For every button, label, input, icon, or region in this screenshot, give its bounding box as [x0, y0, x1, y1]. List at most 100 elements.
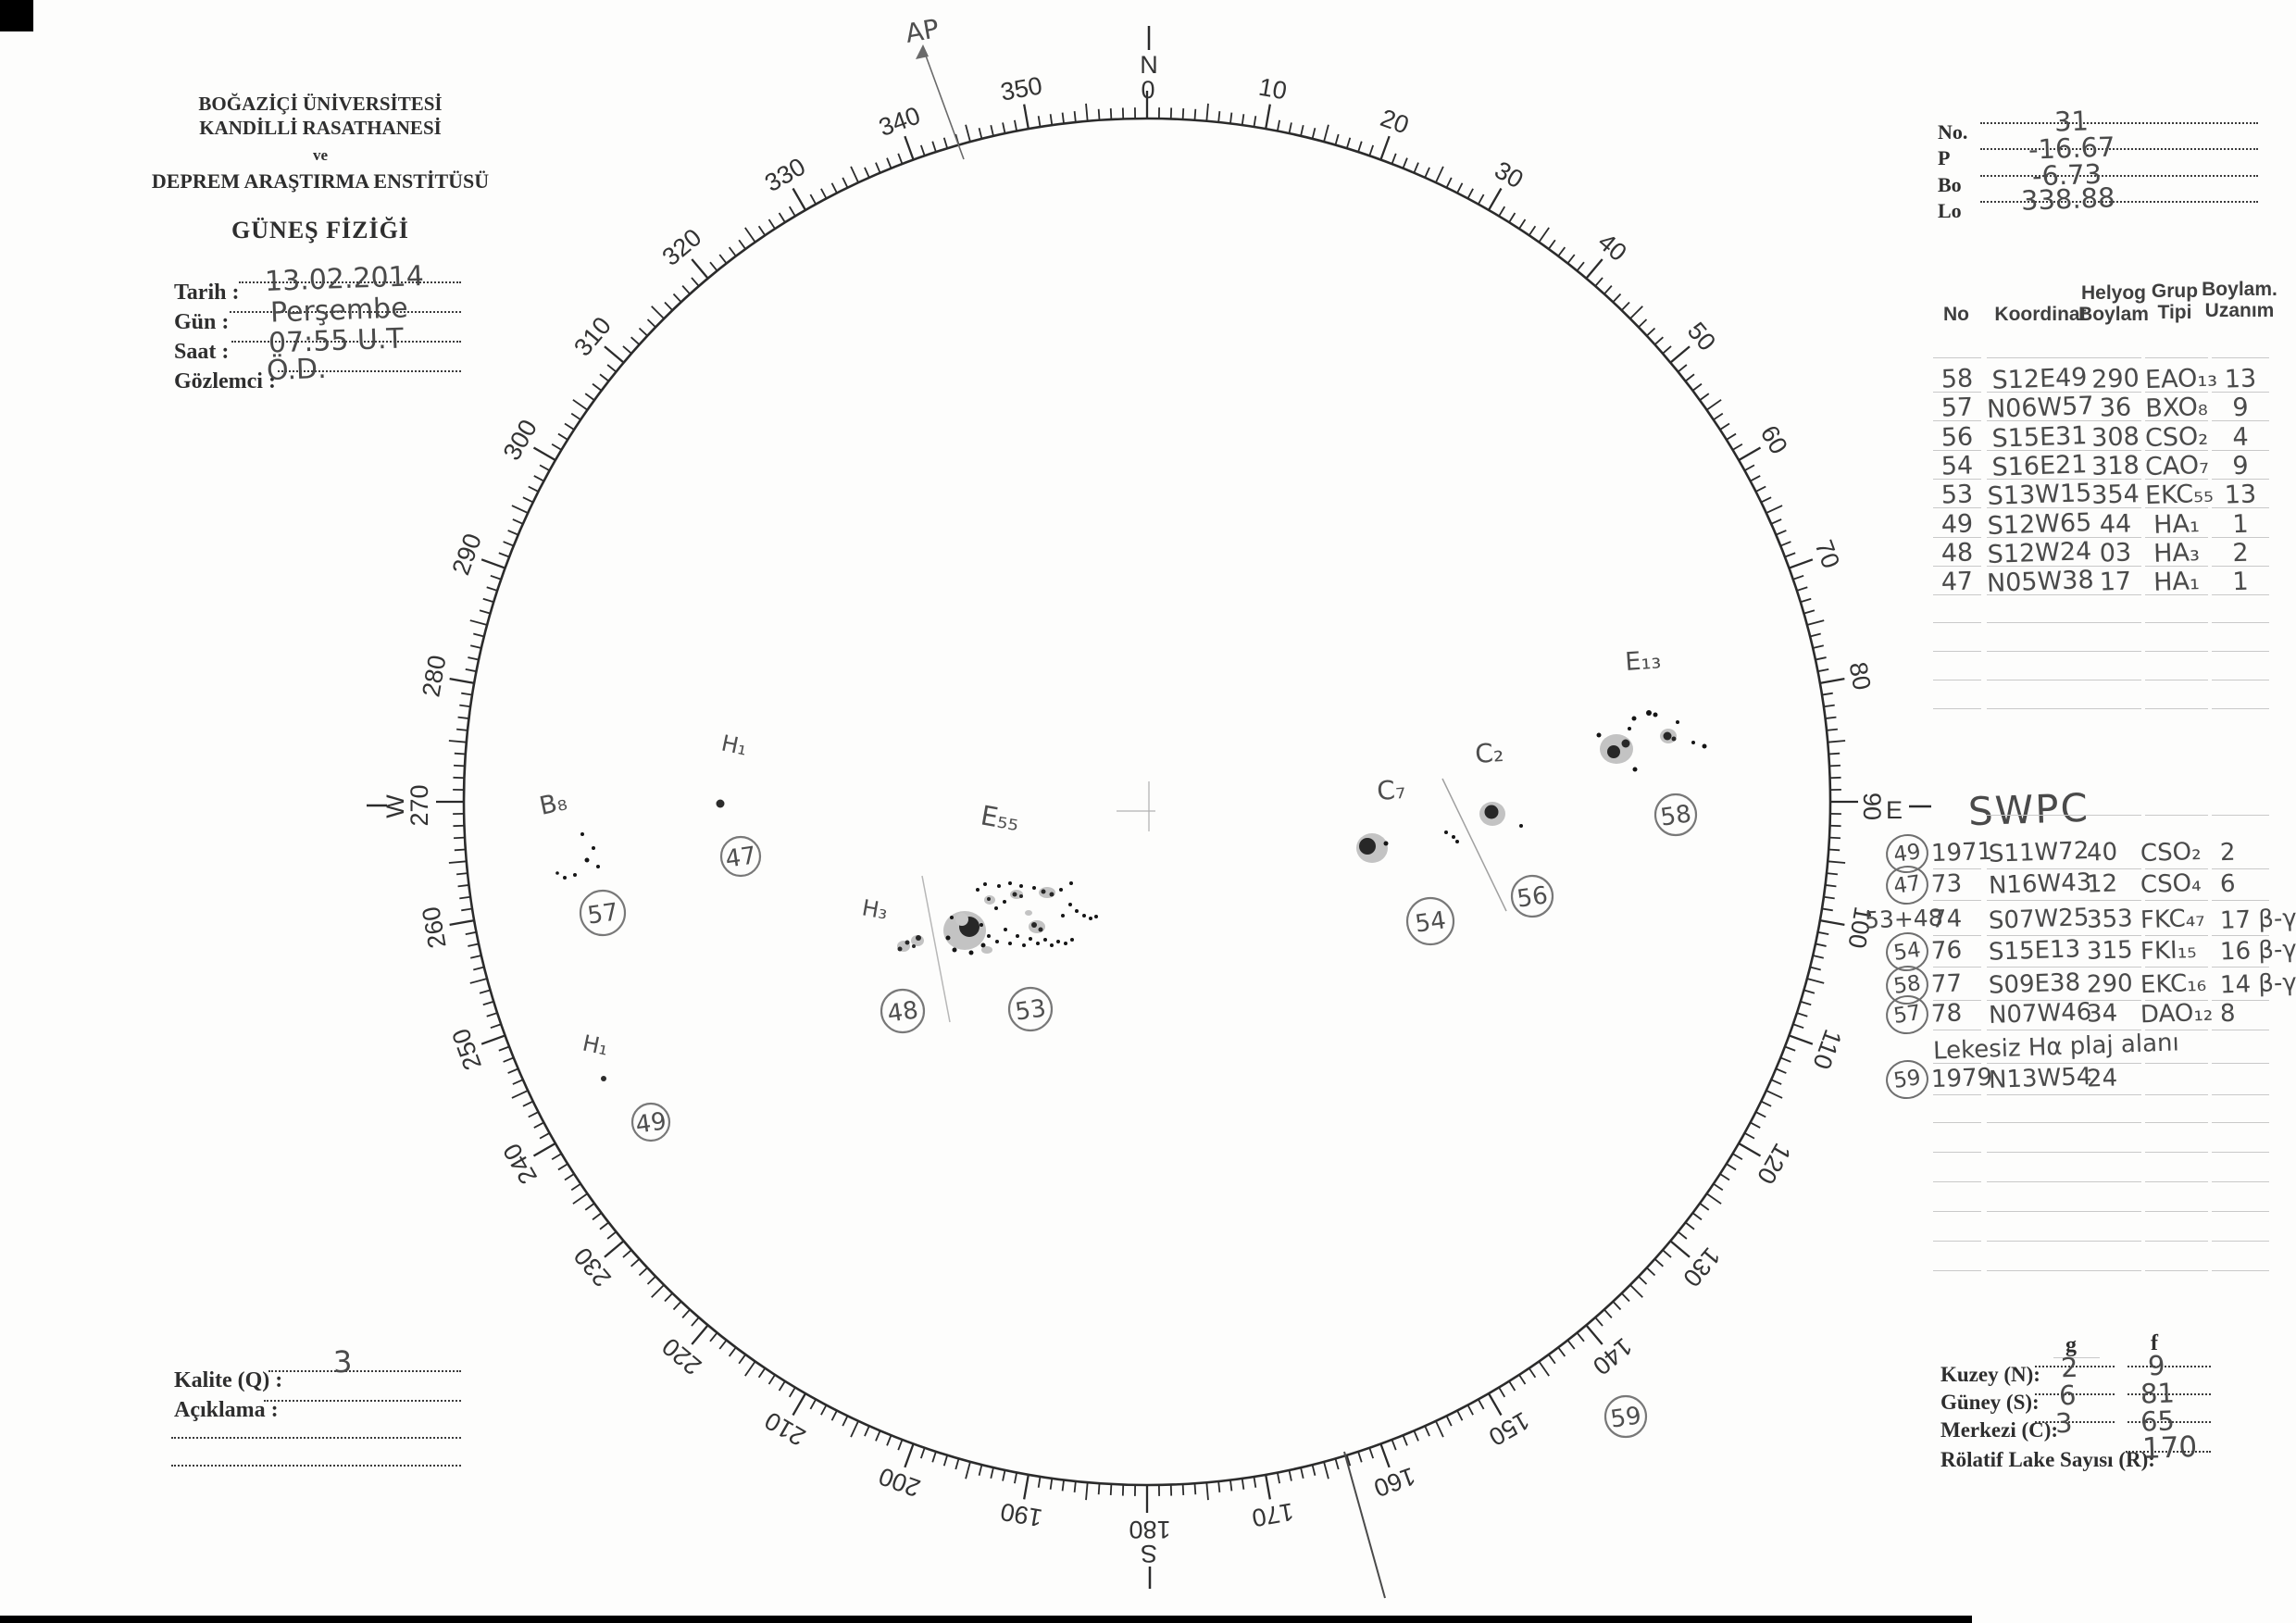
dial-tick [1205, 103, 1209, 121]
swpc-ext: 14 β-γ [2219, 968, 2296, 1000]
group-cell: 48 [1940, 538, 1974, 568]
group-cell: 9 [2231, 451, 2250, 481]
relative-count-value: 170 [2141, 1429, 2198, 1467]
sunspot-dot [1628, 727, 1631, 730]
group-number-circle [1603, 1394, 1648, 1439]
dial-degree-label: 60 [1755, 421, 1793, 459]
swpc-title: SWPC [1967, 784, 2090, 835]
table-rule [2145, 708, 2208, 709]
dial-degree-label: 310 [568, 312, 617, 362]
group-table-header: Boylam [2078, 304, 2149, 325]
group-type-label: E₁₃ [1624, 645, 1662, 677]
dial-tick [757, 1367, 767, 1379]
dial-tick [830, 1410, 838, 1421]
stats-dots-f [2128, 1421, 2211, 1423]
table-rule [1987, 420, 2092, 422]
table-rule [2090, 1241, 2141, 1242]
relative-count-dots [2126, 1451, 2211, 1453]
sunspot-dot [968, 950, 974, 955]
dial-tick [1085, 1482, 1089, 1501]
dial-tick [1300, 1467, 1304, 1479]
group-cell: 36 [2099, 393, 2132, 423]
dial-tick [1037, 116, 1042, 128]
time-dots [231, 341, 461, 343]
group-cell: 17 [2099, 567, 2132, 597]
sunspot-dot [994, 906, 998, 910]
page-title: GÜNEŞ FİZİĞİ [231, 217, 409, 243]
dial-tick [479, 609, 491, 615]
dial-tick [1478, 1399, 1485, 1410]
dial-tick [1276, 119, 1280, 131]
dial-tick [1815, 943, 1827, 947]
dial-degree-label: 190 [998, 1497, 1044, 1531]
dial-tick [459, 895, 471, 900]
group-table-header: Tipi [2157, 302, 2192, 323]
sunspot-dot [1016, 934, 1019, 938]
table-rule [1987, 815, 2092, 816]
table-rule [2145, 1122, 2208, 1123]
swpc-helyog: 40 [2086, 838, 2118, 868]
sunspot-umbra [1484, 805, 1499, 819]
group-cell: 13 [2224, 364, 2257, 394]
group-table-header: Helyog [2080, 282, 2146, 304]
table-rule [2212, 1181, 2269, 1182]
dial-tick [1621, 1292, 1630, 1303]
dial-tick [1612, 1301, 1622, 1311]
dial-tick [886, 1434, 892, 1446]
table-rule [2090, 536, 2141, 538]
sunspot-dot [1056, 940, 1060, 943]
swpc-noaa: 1971 [1930, 837, 1993, 868]
dial-tick [1357, 141, 1363, 153]
dial-tick [1594, 277, 1603, 287]
dial-degree-label: 200 [875, 1462, 924, 1503]
table-rule [2145, 1181, 2208, 1182]
swpc-coord: S09E38 [1988, 968, 2081, 1000]
dial-tick [1379, 135, 1391, 160]
group-cell: CAO₇ [2144, 450, 2210, 482]
dial-tick [1796, 586, 1808, 592]
dial-tick [1821, 907, 1833, 912]
table-rule [2145, 1094, 2208, 1095]
dial-tick [1677, 1230, 1688, 1240]
group-number-circle [1007, 986, 1054, 1032]
sunspot-dot [1383, 841, 1389, 846]
group-cell: S15E31 [1991, 420, 2088, 454]
table-rule [2090, 622, 2141, 623]
remarks-line3 [171, 1465, 461, 1467]
dial-tick [1770, 518, 1782, 525]
dial-tick [622, 1249, 632, 1258]
dial-tick [767, 1374, 776, 1385]
dial-degree-label: 40 [1592, 228, 1631, 267]
dial-tick [459, 704, 471, 708]
sunspot-dot [1631, 716, 1637, 721]
dial-tick [1435, 1420, 1444, 1438]
sunspot-dot [1061, 914, 1065, 918]
swpc-ext: 8 [2219, 999, 2237, 1029]
group-number-text: 54 [1414, 906, 1448, 938]
dial-tick [1181, 1483, 1185, 1496]
dial-tick [886, 157, 892, 169]
swpc-helyog: 34 [2086, 999, 2118, 1029]
dial-tick [1766, 505, 1783, 514]
dial-degree-label: 250 [446, 1025, 487, 1074]
table-rule [2212, 1211, 2269, 1212]
group-cell: CSO₂ [2144, 421, 2209, 453]
table-rule [1933, 1181, 1981, 1182]
table-rule [1987, 651, 2092, 652]
institution-line4: DEPREM ARAŞTIRMA ENSTİTÜSÜ [151, 169, 490, 193]
table-rule [2145, 594, 2208, 596]
dial-tick [604, 345, 625, 364]
dial-tick [965, 1461, 971, 1479]
table-rule [2212, 967, 2269, 968]
dial-tick [1498, 1387, 1506, 1398]
group-cell: 47 [1940, 567, 1974, 597]
ephemeris-label: Bo [1938, 172, 1962, 196]
dial-tick [1828, 836, 1841, 840]
dial-tick [1334, 133, 1340, 145]
swpc-noaa: 1979 [1930, 1063, 1993, 1094]
group-number-text: 53 [1014, 994, 1048, 1026]
dial-tick [1085, 103, 1089, 121]
dial-tick [470, 644, 482, 649]
dial-tick [1775, 1067, 1787, 1074]
table-rule [2145, 1241, 2208, 1242]
